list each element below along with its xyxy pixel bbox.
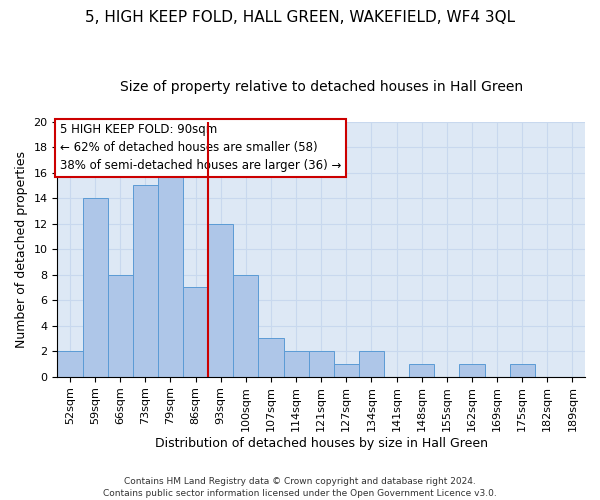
X-axis label: Distribution of detached houses by size in Hall Green: Distribution of detached houses by size …: [155, 437, 488, 450]
Bar: [259, 338, 284, 376]
Bar: [308, 351, 334, 376]
Bar: [509, 364, 535, 376]
Bar: [133, 186, 158, 376]
Bar: [208, 224, 233, 376]
Bar: [158, 172, 183, 376]
Bar: [233, 274, 259, 376]
Bar: [107, 274, 133, 376]
Bar: [334, 364, 359, 376]
Y-axis label: Number of detached properties: Number of detached properties: [15, 150, 28, 348]
Bar: [359, 351, 384, 376]
Bar: [284, 351, 308, 376]
Text: 5 HIGH KEEP FOLD: 90sqm
← 62% of detached houses are smaller (58)
38% of semi-de: 5 HIGH KEEP FOLD: 90sqm ← 62% of detache…: [60, 124, 341, 172]
Bar: [83, 198, 107, 376]
Bar: [460, 364, 485, 376]
Bar: [183, 288, 208, 376]
Bar: [58, 351, 83, 376]
Text: 5, HIGH KEEP FOLD, HALL GREEN, WAKEFIELD, WF4 3QL: 5, HIGH KEEP FOLD, HALL GREEN, WAKEFIELD…: [85, 10, 515, 25]
Bar: [409, 364, 434, 376]
Text: Contains HM Land Registry data © Crown copyright and database right 2024.
Contai: Contains HM Land Registry data © Crown c…: [103, 476, 497, 498]
Title: Size of property relative to detached houses in Hall Green: Size of property relative to detached ho…: [119, 80, 523, 94]
